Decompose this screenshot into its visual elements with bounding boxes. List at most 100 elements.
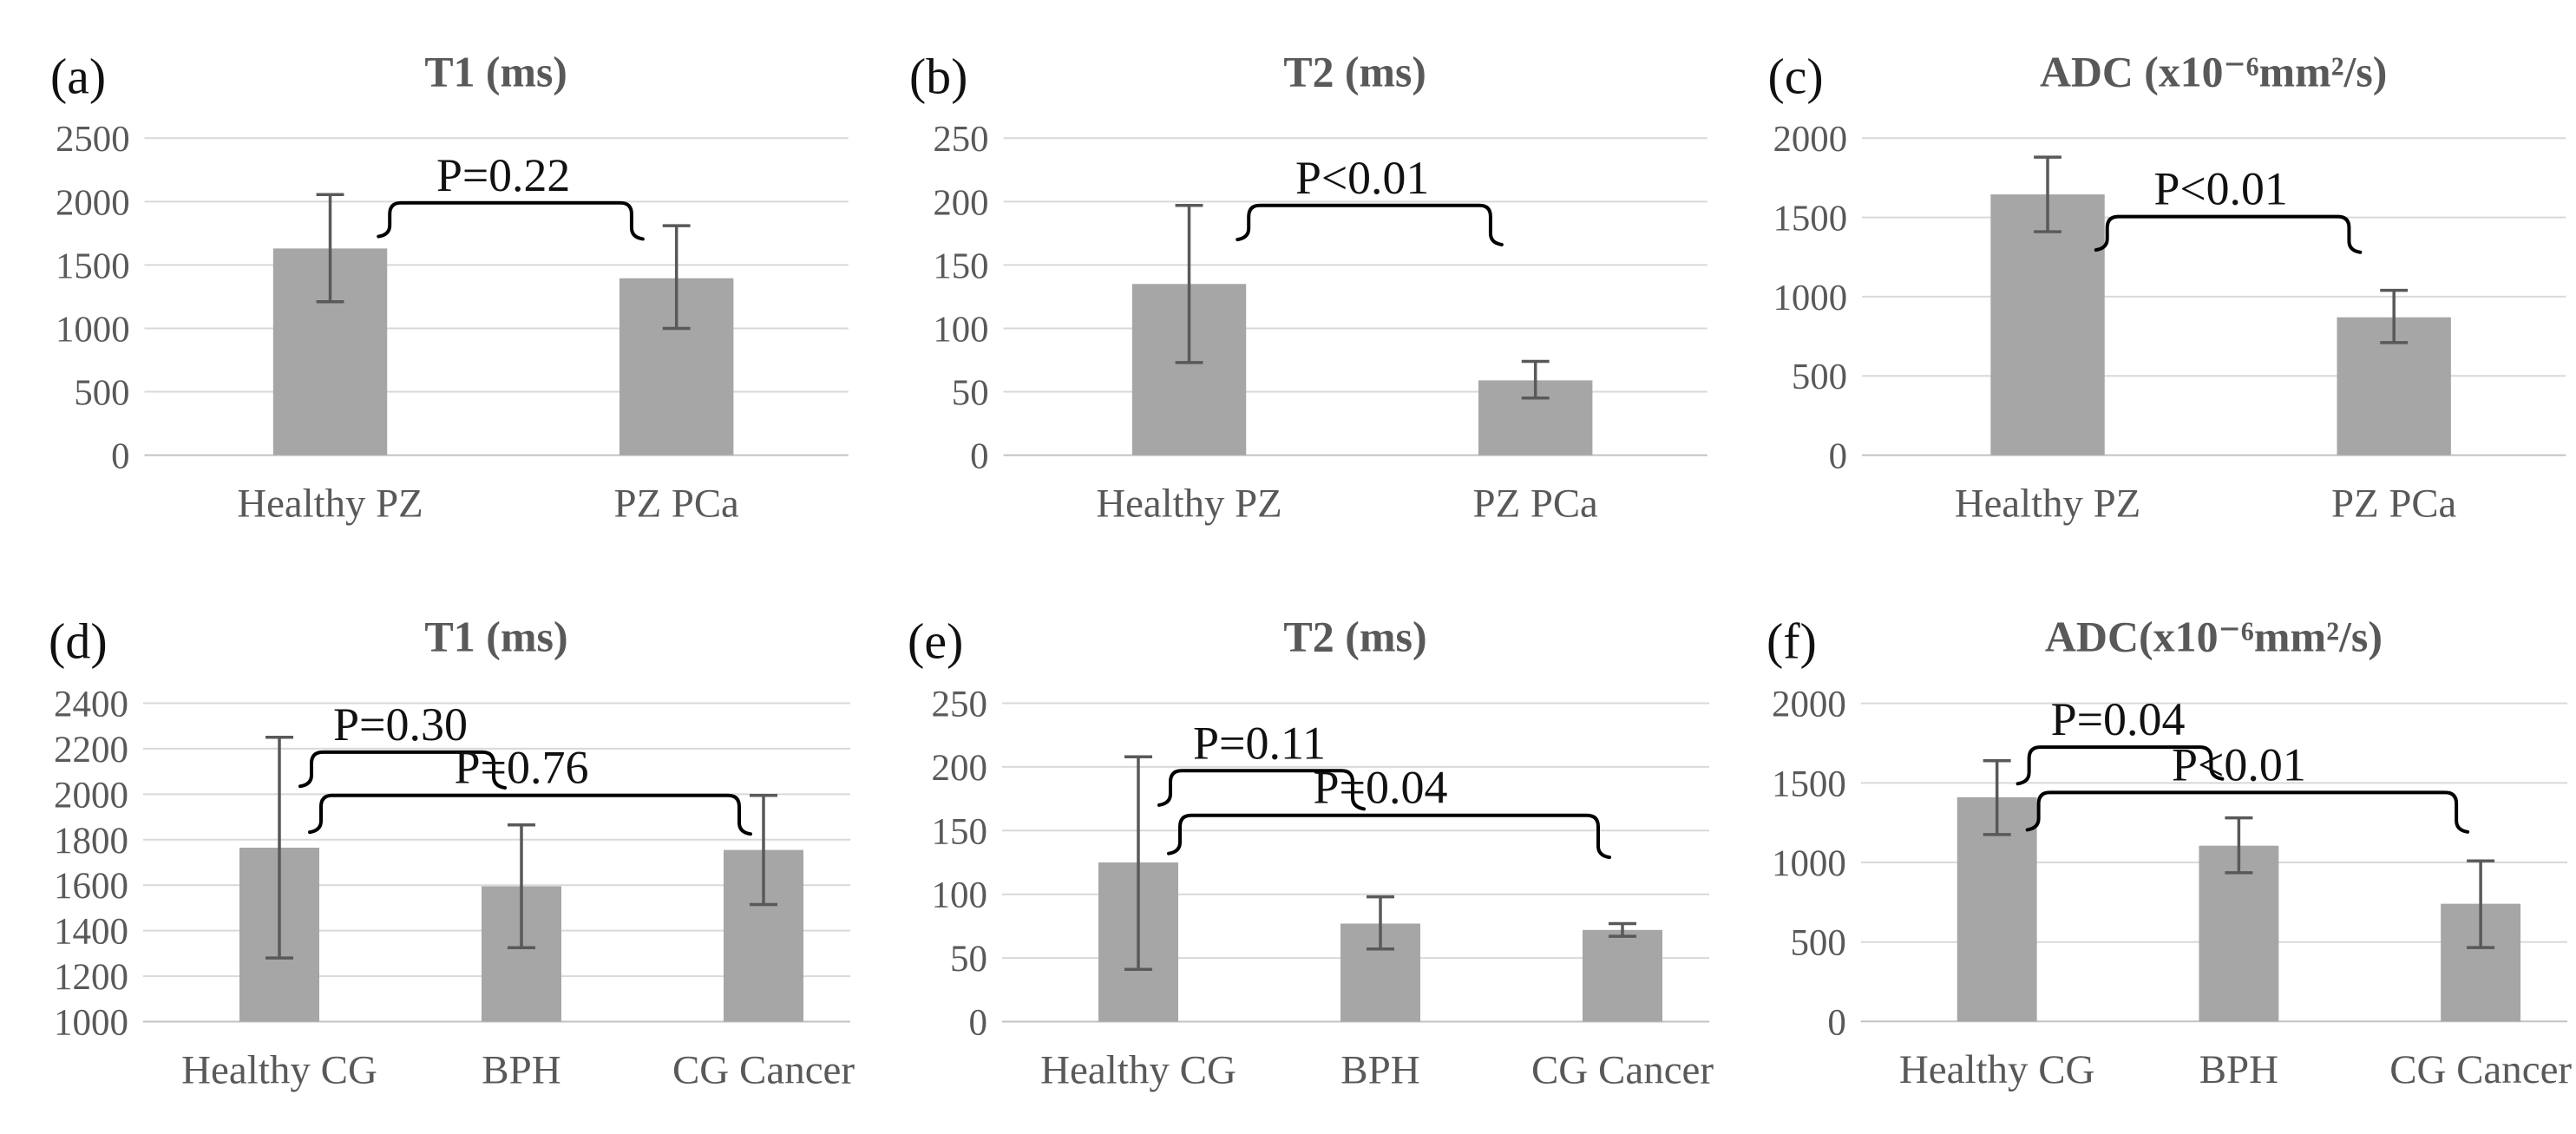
significance-bracket [377,200,645,241]
significance-bracket [2025,790,2470,834]
bar [1583,929,1662,1022]
y-tick-label: 1500 [1773,199,1848,239]
y-tick-label: 150 [933,246,988,286]
p-value-label: P=0.76 [455,742,589,794]
y-tick-label: 1800 [54,821,128,862]
panel-b: 0 50 100 150 200 250 P<0.01 Healthy PZ PZ PCa T2 … [859,0,1718,564]
bar [2199,845,2279,1022]
error-bar [750,793,777,907]
y-tick-label: 1000 [56,309,130,350]
y-tick-label: 0 [1827,1002,1845,1043]
error-bar [265,736,293,960]
bar [1990,194,2105,456]
y-tick-label: 250 [933,119,988,160]
y-tick-label: 100 [932,875,988,916]
panel-e-chart: 0 50 100 150 200 250 P=0.11P=0.04 Healthy CG BPH… [908,613,1714,1093]
y-tick-label: 250 [932,685,988,725]
panel-d: 1000 1200 1400 1600 1800 2000 2200 2400 P=0.30 P=… [0,564,859,1134]
p-value-label: P<0.01 [2172,738,2306,790]
y-tick-label: 1000 [54,1003,128,1044]
p-value-label: P=0.11 [1193,717,1326,769]
error-bar [1367,895,1394,951]
error-bar [1124,755,1152,972]
error-bar [1521,359,1550,400]
error-bar [2380,288,2409,344]
panel-b-chart: 0 50 100 150 200 250 P<0.01 Healthy PZ PZ PCa T2 … [909,49,1708,526]
p-value-label: P=0.30 [333,698,468,751]
y-tick-label: 2000 [1773,119,1848,160]
y-tick-label: 1000 [1773,278,1848,318]
x-category-label: BPH [482,1048,560,1093]
error-bar [2225,816,2253,875]
error-bar [1175,203,1203,364]
error-bar [2034,155,2061,233]
panel-c-chart: 0 500 1000 1500 2000 P<0.01 Healthy PZ PZ PCa AD… [1768,49,2566,526]
y-tick-label: 2200 [54,730,128,770]
y-tick-label: 2000 [54,775,128,816]
panel-letter: (f) [1766,613,1817,670]
y-tick-label: 0 [969,1003,988,1044]
y-tick-label: 2000 [1772,685,1846,725]
p-value-label: P=0.04 [2051,693,2186,745]
y-tick-label: 50 [952,372,989,413]
x-category-label: PZ PCa [614,481,739,526]
error-bar [1609,921,1636,938]
y-tick-label: 0 [111,436,129,477]
y-tick-label: 1400 [54,912,128,953]
y-tick-label: 500 [1792,357,1847,397]
x-category-label: Healthy PZ [1955,481,2140,526]
x-category-label: Healthy CG [181,1048,377,1093]
y-tick-label: 2400 [54,685,128,725]
y-tick-label: 0 [1829,436,1847,477]
y-tick-label: 500 [1790,923,1845,964]
x-category-label: Healthy PZ [237,481,423,526]
panel-title: ADC (x10⁻⁶mm²/s) [2040,49,2387,96]
panel-letter: (d) [49,613,108,670]
x-category-label: Healthy CG [1899,1047,2095,1092]
x-category-label: BPH [2199,1047,2278,1092]
y-tick-label: 100 [933,309,988,350]
p-value-label: P<0.01 [2153,163,2287,215]
x-category-label: Healthy CG [1040,1048,1236,1093]
panel-letter: (e) [908,613,963,670]
x-category-label: CG Cancer [672,1048,855,1093]
y-tick-label: 200 [932,748,988,789]
significance-bracket [298,750,507,790]
y-tick-label: 1500 [1772,764,1846,804]
panel-f: 0 500 1000 1500 2000 P=0.04 P<0.01 Healthy CG BP… [1718,564,2576,1134]
p-value-label: P=0.22 [436,149,570,201]
x-category-label: PZ PCa [1473,481,1598,526]
x-category-label: CG Cancer [2389,1047,2572,1092]
y-tick-label: 200 [933,182,988,223]
panel-letter: (b) [909,50,967,105]
panel-title: T1 (ms) [424,49,567,96]
panel-f-chart: 0 500 1000 1500 2000 P=0.04P<0.01 Healthy CG BP… [1766,613,2572,1092]
significance-bracket [2016,745,2225,786]
y-tick-label: 50 [950,939,987,980]
error-bar [316,193,344,304]
error-bar [662,224,691,331]
x-category-label: Healthy PZ [1096,481,1281,526]
significance-bracket [308,793,752,836]
significance-bracket [1236,203,1504,246]
error-bar [1983,758,2011,836]
panel-letter: (c) [1768,50,1824,105]
panel-a-chart: 0 500 1000 1500 2000 2500 P=0.22 Healthy PZ PZ P… [50,49,849,526]
y-tick-label: 150 [932,811,988,852]
x-category-label: PZ PCa [2331,481,2456,526]
p-value-label: P<0.01 [1295,152,1429,204]
y-tick-label: 500 [74,372,129,413]
y-tick-label: 1200 [54,957,128,998]
error-bar [508,823,535,950]
panel-a: 0 500 1000 1500 2000 2500 P=0.22 Healthy PZ PZ P… [0,0,859,564]
panel-c: 0 500 1000 1500 2000 P<0.01 Healthy PZ PZ PCa AD… [1718,0,2576,564]
panel-letter: (a) [50,50,106,105]
x-category-label: CG Cancer [1531,1048,1714,1093]
y-tick-label: 2000 [56,182,130,223]
y-tick-label: 0 [970,436,988,477]
y-tick-label: 2500 [56,119,130,160]
error-bar [2467,859,2495,949]
y-tick-label: 1000 [1772,843,1846,884]
